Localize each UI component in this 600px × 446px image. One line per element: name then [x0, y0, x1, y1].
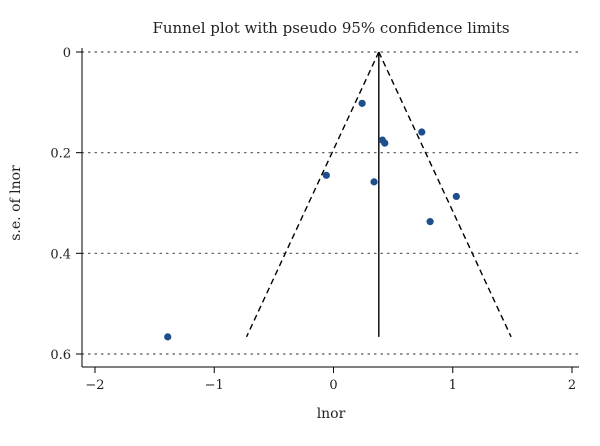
axes-layer: 0 0.2 0.4 0.6 −2 −1 0 1 2 [50, 46, 579, 393]
x-tick-label: 2 [568, 378, 576, 393]
study-point [381, 139, 389, 147]
funnel-layer [245, 51, 512, 338]
study-point [370, 178, 378, 186]
y-axis-label: s.e. of lnor [8, 165, 24, 241]
grid-layer [81, 51, 580, 355]
points-layer [164, 99, 460, 341]
upper-confidence-limit-line [378, 51, 512, 338]
study-point [452, 192, 460, 201]
y-tick-label: 0.4 [50, 247, 71, 262]
chart-title: Funnel plot with pseudo 95% confidence l… [152, 19, 509, 37]
x-tick-label: 0 [329, 378, 337, 393]
y-tick-label: 0.6 [50, 348, 71, 363]
x-tick-label: −1 [205, 378, 224, 393]
x-tick-label: −2 [85, 378, 104, 393]
study-point [418, 128, 426, 136]
study-point [164, 333, 172, 341]
study-point [322, 171, 330, 179]
study-point [358, 99, 366, 107]
y-tick-label: 0 [63, 46, 71, 61]
y-tick-label: 0.2 [50, 147, 71, 162]
study-point [426, 218, 434, 226]
lower-confidence-limit-line [245, 51, 380, 338]
x-axis-label: lnor [317, 406, 346, 422]
x-tick-label: 1 [449, 378, 457, 393]
